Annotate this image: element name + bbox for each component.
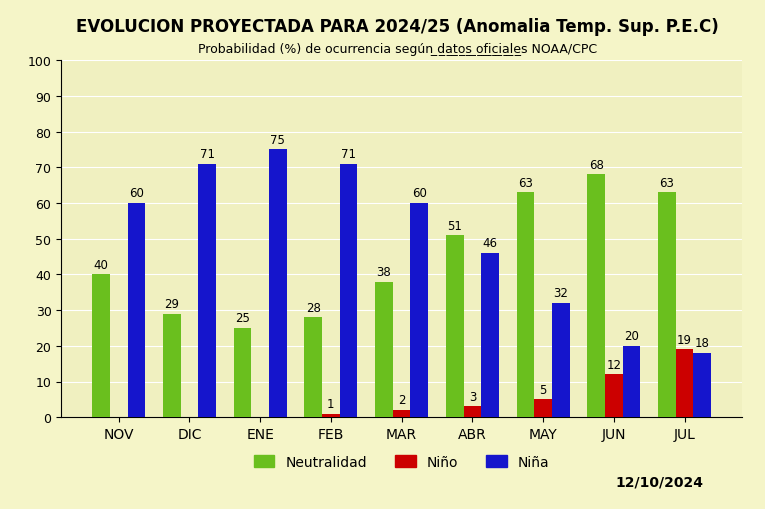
Text: 5: 5 (539, 383, 547, 396)
Text: 18: 18 (695, 337, 710, 350)
Text: 3: 3 (469, 390, 476, 403)
Text: 19: 19 (677, 333, 692, 346)
Bar (411, 204, 428, 417)
Text: 60: 60 (412, 187, 427, 200)
Text: 20: 20 (624, 330, 639, 343)
Bar (269, 150, 287, 417)
Text: 29: 29 (164, 298, 179, 310)
Text: Probabilidad (%) de ocurrencia según ̲d̲a̲t̲o̲s̲ ̲o̲f̲i̲c̲i̲a̲l̲e̲s NOAA/CPC: Probabilidad (%) de ocurrencia según ̲d̲… (198, 43, 597, 56)
Text: 63: 63 (659, 177, 674, 189)
Text: 46: 46 (483, 237, 497, 250)
Bar (340, 164, 357, 417)
Bar (605, 375, 623, 417)
Text: 75: 75 (270, 134, 285, 147)
Bar (588, 175, 605, 417)
Legend: Neutralidad, Niño, Niña: Neutralidad, Niño, Niña (248, 449, 555, 474)
Bar (304, 318, 322, 417)
Text: 2: 2 (398, 394, 405, 407)
Text: 60: 60 (129, 187, 144, 200)
Bar (128, 204, 145, 417)
Bar (464, 407, 481, 417)
Text: 38: 38 (376, 266, 392, 278)
Bar (233, 328, 252, 417)
Bar (623, 346, 640, 417)
Text: 28: 28 (306, 301, 321, 314)
Text: 51: 51 (448, 219, 462, 232)
Text: 63: 63 (518, 177, 533, 189)
Bar (92, 275, 110, 417)
Bar (375, 282, 392, 417)
Bar (392, 410, 411, 417)
Text: 32: 32 (553, 287, 568, 300)
Bar (446, 236, 464, 417)
Text: 71: 71 (200, 148, 215, 161)
Text: 12: 12 (607, 358, 621, 371)
Bar (534, 400, 552, 417)
Bar (163, 314, 181, 417)
Bar (198, 164, 216, 417)
Text: 71: 71 (341, 148, 356, 161)
Text: EVOLUCION PROYECTADA PARA 2024/25 (Anomalia Temp. Sup. P.E.C): EVOLUCION PROYECTADA PARA 2024/25 (Anoma… (76, 18, 719, 36)
Text: 1: 1 (327, 398, 334, 410)
Bar (675, 350, 693, 417)
Bar (552, 303, 570, 417)
Text: 12/10/2024: 12/10/2024 (616, 475, 704, 489)
Text: 25: 25 (235, 312, 250, 325)
Bar (658, 193, 675, 417)
Text: 40: 40 (93, 259, 109, 271)
Bar (516, 193, 534, 417)
Bar (322, 414, 340, 417)
Bar (481, 253, 499, 417)
Bar (693, 353, 711, 417)
Text: 68: 68 (589, 159, 604, 172)
